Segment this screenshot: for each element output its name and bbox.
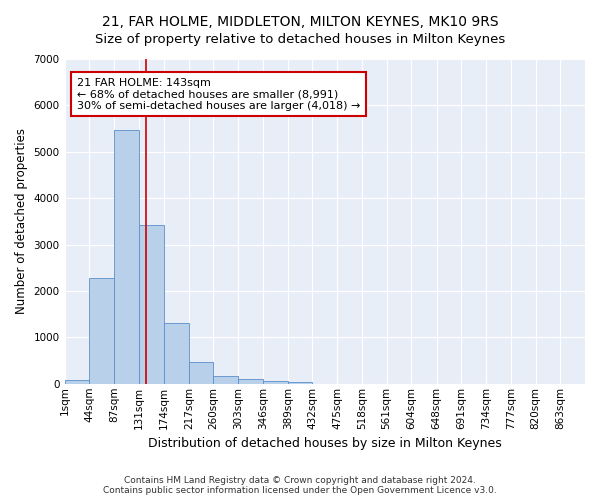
Bar bbox=[139, 224, 164, 384]
Y-axis label: Number of detached properties: Number of detached properties bbox=[15, 128, 28, 314]
Bar bbox=[238, 379, 263, 384]
Bar bbox=[287, 382, 313, 384]
Bar bbox=[65, 380, 89, 384]
Text: 21 FAR HOLME: 143sqm
← 68% of detached houses are smaller (8,991)
30% of semi-de: 21 FAR HOLME: 143sqm ← 68% of detached h… bbox=[77, 78, 360, 111]
Bar bbox=[189, 362, 214, 384]
Text: 21, FAR HOLME, MIDDLETON, MILTON KEYNES, MK10 9RS: 21, FAR HOLME, MIDDLETON, MILTON KEYNES,… bbox=[101, 15, 499, 29]
Bar bbox=[214, 376, 238, 384]
Bar bbox=[263, 380, 287, 384]
Bar bbox=[89, 278, 114, 384]
Text: Contains HM Land Registry data © Crown copyright and database right 2024.
Contai: Contains HM Land Registry data © Crown c… bbox=[103, 476, 497, 495]
Bar bbox=[164, 323, 189, 384]
X-axis label: Distribution of detached houses by size in Milton Keynes: Distribution of detached houses by size … bbox=[148, 437, 502, 450]
Bar bbox=[114, 130, 139, 384]
Text: Size of property relative to detached houses in Milton Keynes: Size of property relative to detached ho… bbox=[95, 32, 505, 46]
